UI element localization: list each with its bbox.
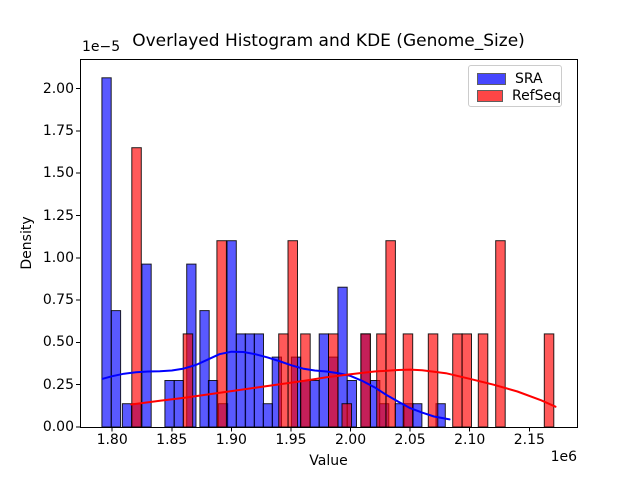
- legend-label-refseq: RefSeq: [511, 87, 561, 104]
- y-axis-label: Density: [19, 216, 35, 270]
- x-axis-label: Value: [309, 453, 348, 469]
- histogram-bar-sra: [101, 77, 112, 428]
- histogram-bar-refseq: [452, 333, 463, 428]
- histogram-bar-refseq: [182, 333, 194, 428]
- histogram-bar-sra: [253, 333, 264, 428]
- histogram-bar-sra: [226, 240, 237, 428]
- y-tick-label: 0.25: [42, 376, 74, 393]
- y-tick-label: 1.00: [42, 249, 74, 266]
- histogram-bar-refseq: [495, 240, 506, 428]
- legend-label-sra: SRA: [515, 70, 543, 87]
- y-tick-label: 1.75: [42, 122, 74, 139]
- histogram-bar-refseq: [461, 333, 472, 428]
- histogram-bar-sra: [207, 380, 219, 428]
- legend: SRA RefSeq: [468, 65, 562, 107]
- histogram-bar-sra: [235, 333, 247, 428]
- histogram-bar-refseq: [216, 240, 227, 428]
- histogram-bar-sra: [173, 380, 184, 428]
- histogram-bar-refseq: [543, 333, 555, 428]
- histogram-bar-sra: [199, 310, 210, 428]
- y-tick-label: 0.50: [42, 334, 74, 351]
- x-tick-label: 1.95: [275, 432, 307, 448]
- x-tick-label: 1.80: [96, 432, 128, 448]
- histogram-bar-sra: [121, 403, 133, 428]
- histogram-bar-sra: [318, 333, 330, 428]
- y-tick-label: 0.00: [42, 419, 74, 435]
- y-tick-label: 2.00: [42, 80, 74, 97]
- kde-line-refseq: [130, 368, 557, 408]
- histogram-bar-sra: [412, 403, 423, 428]
- chart-title: Overlayed Histogram and KDE (Genome_Size…: [132, 31, 525, 51]
- y-tick-label: 0.75: [42, 292, 74, 309]
- legend-swatch-sra: [477, 72, 506, 85]
- x-axis-offset-label: 1e6: [550, 449, 577, 465]
- x-tick-label: 2.10: [454, 432, 486, 448]
- histogram-bar-sra: [244, 333, 255, 428]
- y-tick-label: 1.50: [42, 165, 74, 182]
- histogram-bar-refseq: [278, 333, 289, 428]
- histogram-bar-refseq: [328, 333, 339, 428]
- histogram-bar-sra: [262, 403, 274, 428]
- x-tick-label: 2.15: [513, 432, 545, 448]
- legend-swatch-refseq: [477, 89, 503, 102]
- histogram-bar-sra: [110, 310, 122, 428]
- kde-line-sra: [101, 350, 451, 421]
- x-tick-label: 1.85: [156, 432, 188, 448]
- histogram-bar-sra: [164, 380, 175, 428]
- histogram-bar-refseq: [427, 333, 439, 428]
- legend-entry-sra: SRA: [477, 70, 561, 87]
- axes-spines: [80, 59, 578, 428]
- legend-entry-refseq: RefSeq: [477, 87, 561, 104]
- histogram-bar-refseq: [402, 333, 414, 428]
- x-tick-label: 1.90: [215, 432, 247, 448]
- x-tick-label: 2.00: [334, 432, 367, 448]
- histogram-bar-refseq: [131, 147, 142, 428]
- histogram-bar-refseq: [287, 240, 298, 428]
- y-tick-label: 1.25: [42, 207, 74, 224]
- histogram-bar-refseq: [376, 333, 387, 428]
- y-axis-offset-label: 1e−5: [82, 39, 121, 55]
- histogram-bar-refseq: [341, 403, 352, 428]
- x-tick-label: 2.05: [394, 432, 426, 448]
- histogram-bar-sra: [309, 380, 320, 428]
